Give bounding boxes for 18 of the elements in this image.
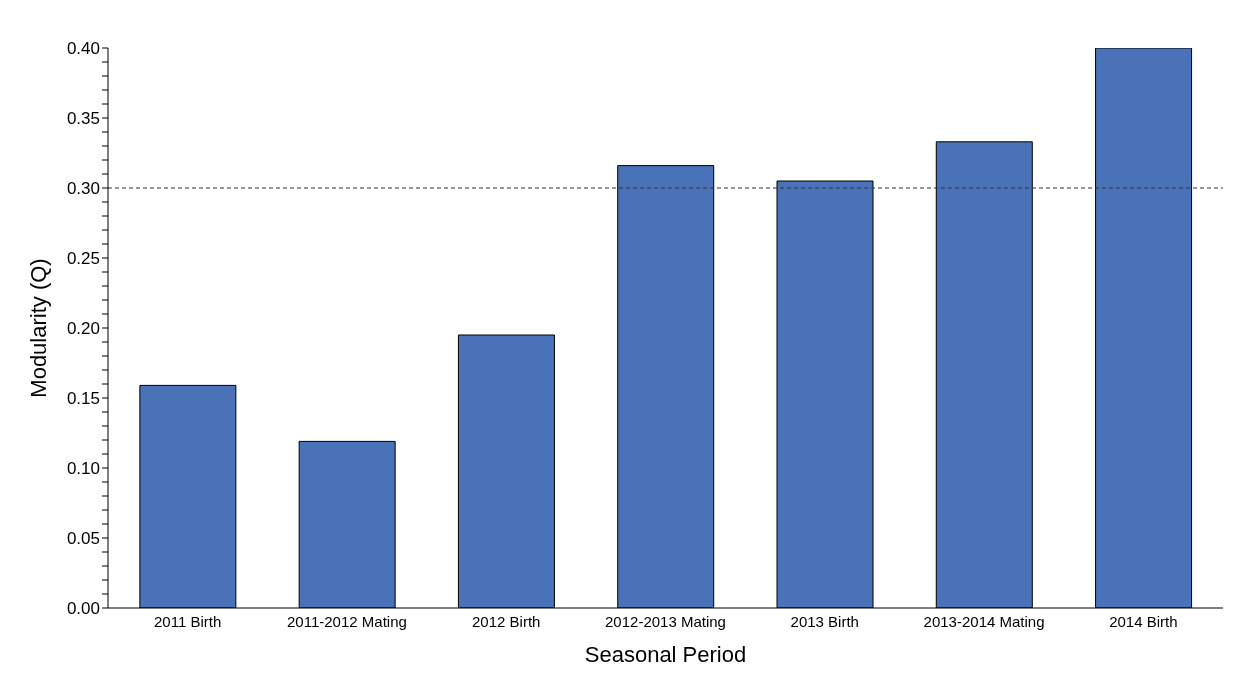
x-tick-label: 2013 Birth — [790, 612, 859, 630]
y-tick-label: 0.30 — [66, 179, 100, 199]
y-tick-label: 0.20 — [66, 319, 100, 339]
x-tick-label: 2011-2012 Mating — [287, 612, 407, 630]
y-tick-label: 0.05 — [66, 529, 100, 549]
y-axis-title: Modularity (Q) — [25, 258, 51, 398]
y-tick-label: 0.35 — [66, 109, 100, 129]
y-tick-label: 0.40 — [66, 39, 100, 59]
x-tick-label: 2012 Birth — [472, 612, 541, 630]
x-tick-label: 2011 Birth — [154, 612, 222, 630]
x-tick-label: 2012-2013 Mating — [605, 612, 726, 630]
y-tick-label: 0.25 — [66, 249, 100, 269]
y-tick-label: 0.15 — [66, 389, 100, 409]
y-tick-label: 0.10 — [66, 459, 100, 479]
y-tick-label: 0.00 — [66, 599, 100, 619]
x-tick-label: 2014 Birth — [1109, 612, 1178, 630]
x-axis-title: Seasonal Period — [584, 642, 747, 667]
x-tick-label: 2013-2014 Mating — [923, 612, 1045, 630]
